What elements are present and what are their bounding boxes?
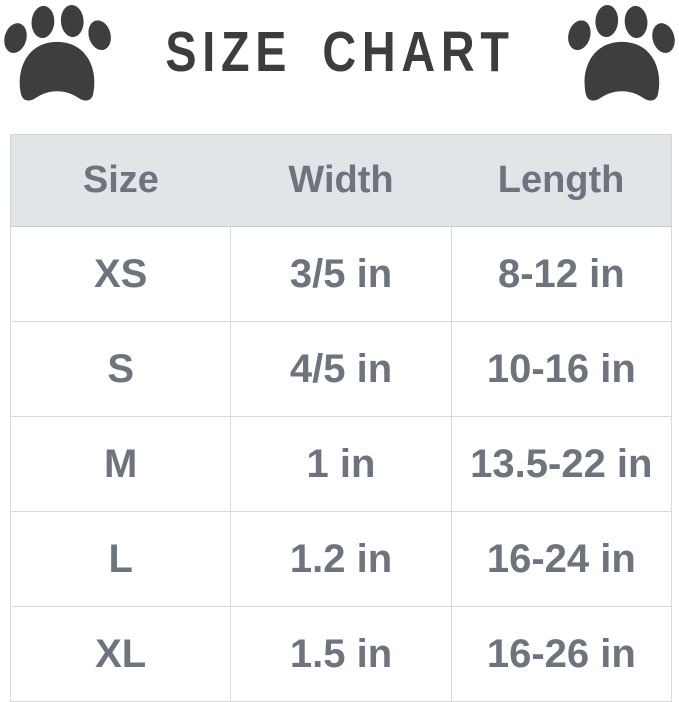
cell-width: 3/5 in [230,226,452,322]
cell-length: 10-16 in [450,321,673,417]
cell-width: 1.2 in [230,511,452,607]
table-header: Size Width Length [10,134,672,227]
column-header-width: Width [230,134,452,227]
table-row: XS 3/5 in 8-12 in [9,226,673,322]
table-row: L 1.2 in 16-24 in [9,511,673,607]
cell-size: S [9,321,232,417]
paw-icon [2,4,116,108]
cell-width: 4/5 in [230,321,452,417]
table-body: XS 3/5 in 8-12 in S 4/5 in 10-16 in M 1 … [9,226,673,702]
cell-size: L [9,511,232,607]
paw-icon [563,4,677,108]
column-header-length: Length [451,134,672,227]
cell-length: 16-26 in [450,606,673,702]
table-row: S 4/5 in 10-16 in [9,321,673,417]
column-header-size: Size [10,134,231,227]
title-container: SIZE CHART [116,18,563,81]
size-chart-table: Size Width Length XS 3/5 in 8-12 in S 4/… [9,134,673,702]
table-row: M 1 in 13.5-22 in [9,416,673,512]
header-banner: SIZE CHART [0,0,679,132]
table-row: XL 1.5 in 16-26 in [9,606,673,702]
cell-size: XL [9,606,232,702]
cell-size: XS [9,226,232,322]
cell-length: 8-12 in [450,226,673,322]
cell-length: 16-24 in [450,511,673,607]
cell-width: 1 in [230,416,452,512]
header-row: Size Width Length [10,134,672,227]
page-title: SIZE CHART [164,20,515,84]
size-chart-container: Size Width Length XS 3/5 in 8-12 in S 4/… [9,134,673,702]
cell-width: 1.5 in [230,606,452,702]
cell-length: 13.5-22 in [450,416,673,512]
cell-size: M [9,416,232,512]
